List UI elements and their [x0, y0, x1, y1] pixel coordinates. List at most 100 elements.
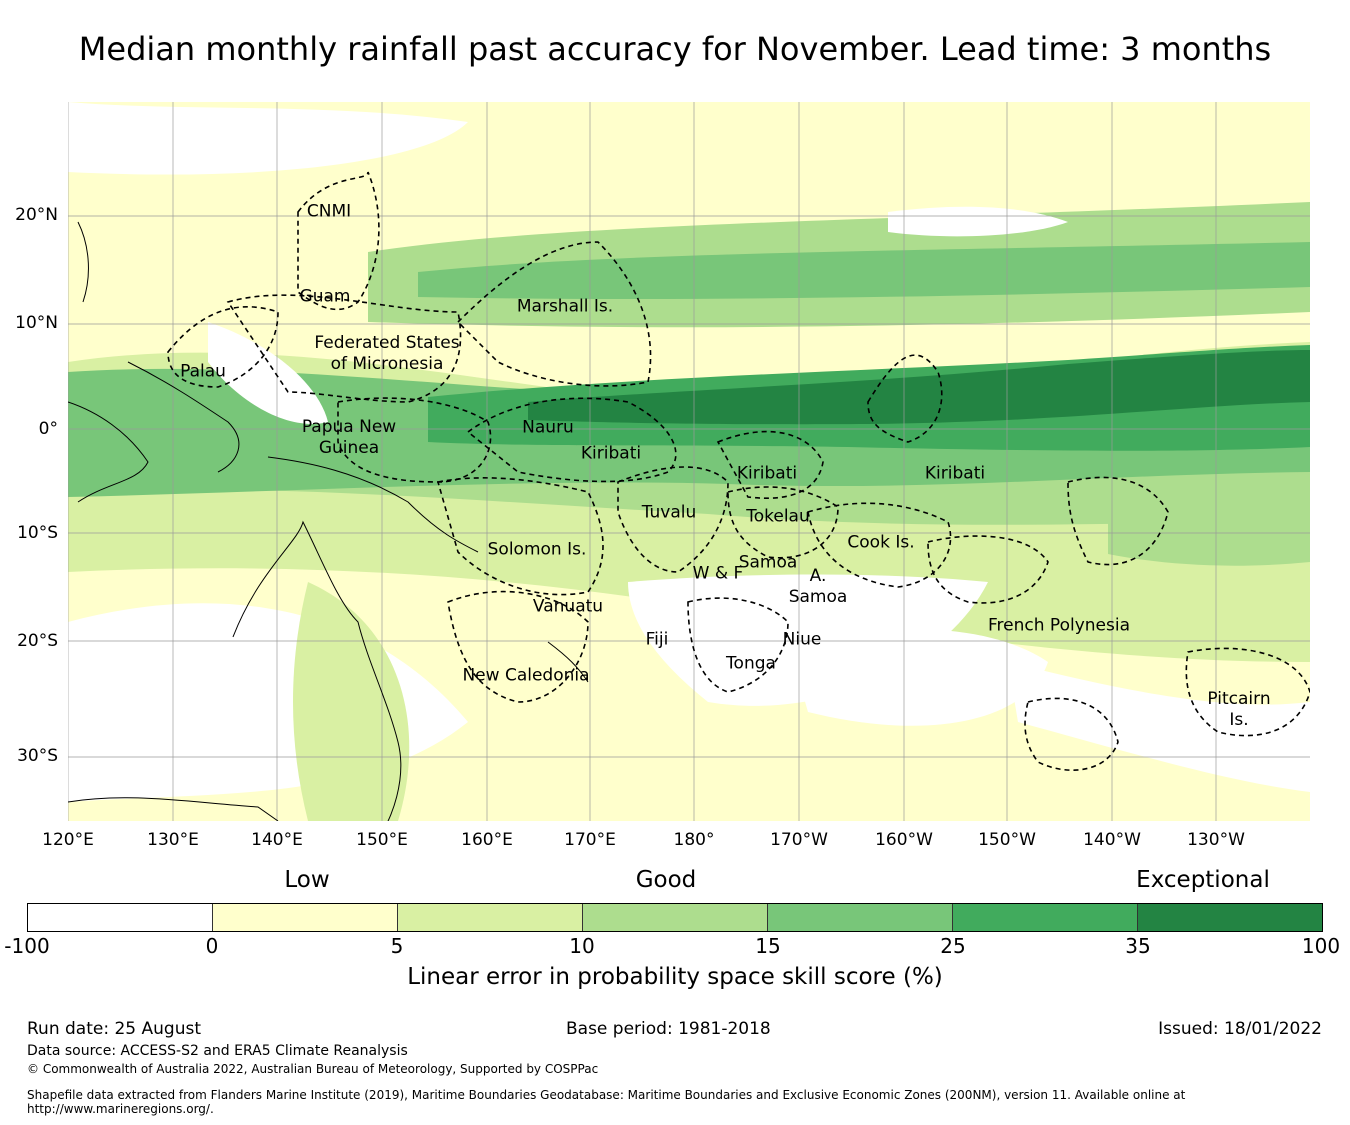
region-label-fiji: Fiji: [645, 629, 669, 650]
chart-title: Median monthly rainfall past accuracy fo…: [78, 30, 1272, 68]
colorbar-segment: [398, 904, 583, 931]
lon-label-150w: 150°W: [978, 830, 1036, 850]
copyright-notice: © Commonwealth of Australia 2022, Austra…: [27, 1062, 599, 1076]
skill-score-area: [1108, 474, 1310, 566]
coastline: [68, 401, 149, 503]
eez-boundary: [447, 590, 589, 703]
region-label-samoa: Samoa: [738, 552, 798, 573]
skill-score-area: [418, 242, 1310, 299]
region-label-cnmi: CNMI: [306, 201, 352, 222]
region-label-nauru: Nauru: [522, 417, 574, 438]
coastline: [547, 641, 589, 683]
lon-label-140e: 140°E: [251, 830, 303, 850]
skill-score-map: [68, 102, 1310, 821]
eez-boundary: [456, 241, 652, 387]
eez-boundary: [867, 354, 943, 443]
region-label-kiribati-east: Kiribati: [924, 463, 986, 484]
region-label-marshall-islands: Marshall Is.: [516, 296, 614, 317]
eez-boundary: [716, 430, 824, 500]
coastline: [68, 797, 279, 821]
colorbar-tick: 5: [390, 934, 404, 958]
legend-category-low: Low: [284, 867, 330, 893]
coastline: [127, 361, 240, 473]
skill-score-area: [293, 582, 410, 821]
colorbar: [27, 903, 1323, 932]
colorbar-segment: [768, 904, 953, 931]
run-date: Run date: 25 August: [27, 1019, 201, 1039]
colorbar-tick: 15: [755, 934, 781, 958]
eez-boundary: [297, 171, 380, 311]
coastline: [267, 456, 479, 553]
colorbar-tick: -100: [4, 934, 50, 958]
shapefile-credit: Shapefile data extracted from Flanders M…: [27, 1088, 1186, 1102]
region-label-kiribati-central: Kiribati: [736, 463, 798, 484]
region-label-new-caledonia: New Caledonia: [462, 665, 590, 686]
eez-boundary: [167, 306, 279, 388]
colorbar-segment: [28, 904, 213, 931]
region-label-wallis-futuna: W & F: [692, 563, 744, 584]
lon-label-150e: 150°E: [356, 830, 408, 850]
eez-boundary: [807, 502, 952, 588]
skill-score-area: [888, 206, 1068, 237]
coastline: [232, 520, 402, 821]
lon-label-130w: 130°W: [1187, 830, 1245, 850]
region-label-tonga: Tonga: [726, 653, 776, 674]
lon-label-160e: 160°E: [461, 830, 513, 850]
region-label-kiribati-west: Kiribati: [580, 443, 642, 464]
region-label-palau: Palau: [180, 361, 226, 382]
legend-category-exceptional: Exceptional: [1136, 867, 1270, 893]
eez-boundary: [226, 294, 462, 403]
region-label-solomon-islands: Solomon Is.: [487, 539, 587, 560]
lat-label-0: 0°: [38, 419, 58, 439]
colorbar-segment: [1138, 904, 1322, 931]
colorbar-tick: 25: [940, 934, 966, 958]
region-label-guam: Guam: [299, 286, 351, 307]
lon-label-180: 180°: [673, 830, 715, 850]
lat-label-20n: 20°N: [15, 205, 58, 225]
eez-boundary: [727, 486, 839, 559]
eez-boundary: [1185, 647, 1310, 737]
base-period: Base period: 1981-2018: [566, 1019, 771, 1039]
colorbar-tick: 100: [1301, 934, 1341, 958]
shapefile-url: http://www.marineregions.org/.: [27, 1102, 214, 1116]
colorbar-tick: 35: [1125, 934, 1151, 958]
colorbar-label: Linear error in probability space skill …: [407, 964, 943, 990]
region-label-tokelau: Tokelau: [746, 506, 810, 527]
region-label-vanuatu: Vanuatu: [532, 596, 604, 617]
lon-label-160w: 160°W: [875, 830, 933, 850]
legend-category-good: Good: [635, 867, 697, 893]
lat-label-10s: 10°S: [17, 523, 58, 543]
eez-boundary: [617, 466, 729, 573]
skill-score-area: [788, 628, 1048, 726]
region-label-american-samoa: A. Samoa: [788, 566, 848, 607]
eez-boundary: [337, 397, 492, 483]
lon-label-170e: 170°E: [564, 830, 616, 850]
colorbar-segment: [583, 904, 768, 931]
lon-label-130e: 130°E: [147, 830, 199, 850]
eez-boundary: [927, 535, 1049, 604]
lon-label-170w: 170°W: [770, 830, 828, 850]
region-label-fsm: Federated States of Micronesia: [314, 333, 460, 374]
colorbar-tick: 10: [569, 934, 595, 958]
region-label-niue: Niue: [782, 629, 822, 650]
region-label-png: Papua New Guinea: [301, 417, 397, 458]
region-label-cook-islands: Cook Is.: [847, 532, 915, 553]
eez-boundary: [687, 597, 789, 693]
map-canvas: [68, 102, 1310, 821]
colorbar-tick: 0: [205, 934, 219, 958]
data-source: Data source: ACCESS-S2 and ERA5 Climate …: [27, 1043, 408, 1059]
skill-score-area: [208, 322, 328, 424]
skill-score-area: [1008, 662, 1310, 792]
eez-boundary: [466, 397, 677, 483]
eez-boundary: [1067, 476, 1169, 566]
lat-label-10n: 10°N: [15, 313, 58, 333]
lon-label-140w: 140°W: [1083, 830, 1141, 850]
colorbar-segment: [213, 904, 398, 931]
lat-label-20s: 20°S: [17, 631, 58, 651]
region-label-tuvalu: Tuvalu: [641, 502, 697, 523]
skill-score-area: [528, 350, 1310, 425]
colorbar-segment: [953, 904, 1138, 931]
issued-date: Issued: 18/01/2022: [1158, 1019, 1322, 1039]
skill-score-area: [68, 102, 468, 175]
region-label-pitcairn: Pitcairn Is.: [1207, 689, 1271, 730]
